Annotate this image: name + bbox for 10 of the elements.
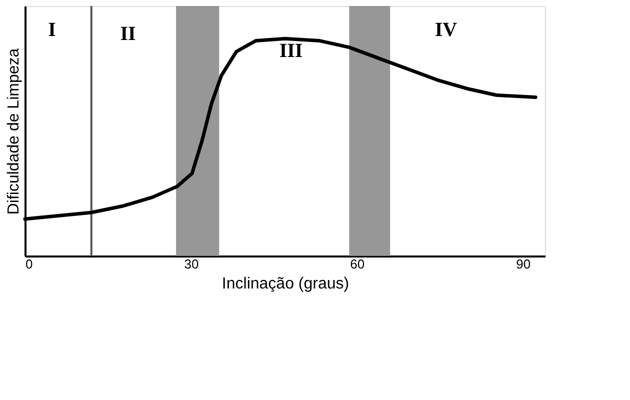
x-tick-label: 0 [26,256,33,272]
x-tick-label: 60 [350,256,365,272]
x-axis-title: Inclinação (graus) [222,276,350,292]
annotation: III [279,40,303,62]
annotation: IV [434,19,458,41]
x-tick-label: 90 [516,256,531,272]
y-axis-title: Dificuldade de Limpeza [6,48,22,215]
annotation: I [48,19,56,41]
x-tick-label: 30 [184,256,199,272]
annotation: II [120,23,136,45]
